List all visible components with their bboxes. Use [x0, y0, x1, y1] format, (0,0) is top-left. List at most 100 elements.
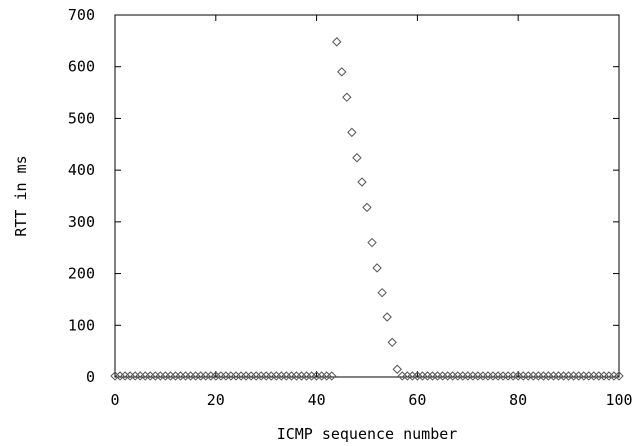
data-point — [568, 371, 579, 381]
x-tick-label: 80 — [509, 391, 527, 409]
y-tick-label: 200 — [68, 265, 95, 283]
data-point — [256, 371, 266, 381]
data-points — [110, 37, 624, 381]
data-point — [422, 371, 433, 381]
data-point — [478, 371, 488, 381]
x-tick-label: 20 — [207, 391, 225, 409]
data-point — [221, 371, 231, 381]
data-point — [150, 371, 161, 381]
data-point — [281, 371, 292, 381]
x-tick-label: 60 — [408, 391, 426, 409]
data-point — [342, 92, 352, 102]
data-point — [458, 371, 468, 381]
data-point — [604, 371, 614, 381]
data-point — [190, 371, 201, 381]
data-point — [286, 371, 297, 381]
data-point — [432, 371, 443, 381]
data-point — [125, 371, 135, 381]
data-point — [130, 371, 140, 381]
data-point — [175, 371, 186, 381]
data-point — [362, 202, 372, 213]
data-point — [508, 371, 518, 381]
data-point — [498, 371, 508, 381]
data-point — [145, 371, 155, 381]
data-point — [437, 371, 448, 381]
data-point — [291, 371, 302, 381]
data-point — [266, 371, 276, 381]
data-point — [180, 371, 191, 381]
y-tick-label: 500 — [68, 109, 95, 127]
data-point — [165, 371, 176, 381]
y-tick-label: 0 — [86, 368, 95, 386]
data-point — [538, 371, 549, 381]
data-point — [599, 371, 609, 381]
data-point — [382, 312, 392, 322]
y-tick-label: 600 — [68, 58, 95, 76]
data-point — [579, 371, 589, 381]
data-point — [135, 371, 145, 381]
data-point — [523, 371, 533, 381]
data-point — [206, 371, 216, 381]
x-axis: 0 20 40 60 80 100 — [110, 15, 633, 409]
x-axis-label: ICMP sequence number — [277, 425, 458, 443]
data-point — [332, 37, 342, 47]
data-point — [518, 371, 528, 381]
data-point — [261, 371, 271, 381]
data-point — [609, 371, 619, 381]
data-point — [447, 371, 458, 381]
data-point — [347, 127, 357, 138]
data-point — [170, 371, 181, 381]
data-point — [392, 364, 402, 374]
data-point — [589, 371, 599, 381]
data-point — [543, 371, 554, 381]
x-tick-label: 0 — [110, 391, 119, 409]
data-point — [231, 371, 241, 381]
data-point — [372, 263, 382, 273]
data-point — [241, 371, 251, 381]
data-point — [367, 237, 377, 248]
y-axis-label: RTT in ms — [12, 155, 30, 236]
data-point — [160, 371, 171, 381]
y-tick-label: 300 — [68, 213, 95, 231]
data-point — [352, 153, 362, 163]
data-point — [468, 371, 478, 381]
data-point — [316, 371, 327, 381]
data-point — [276, 371, 287, 381]
data-point — [594, 371, 604, 381]
y-tick-label: 400 — [68, 161, 95, 179]
data-point — [442, 371, 453, 381]
data-point — [387, 337, 397, 348]
data-point — [463, 371, 473, 381]
data-point — [271, 371, 281, 381]
x-tick-label: 40 — [308, 391, 326, 409]
data-point — [337, 67, 347, 77]
data-point — [321, 371, 332, 381]
data-point — [397, 371, 407, 381]
x-tick-label: 100 — [605, 391, 632, 409]
data-point — [573, 371, 584, 381]
data-point — [357, 177, 367, 187]
data-point — [377, 287, 387, 298]
y-axis: 0 100 200 300 400 500 600 700 — [68, 6, 619, 386]
data-point — [417, 371, 428, 381]
data-point — [563, 371, 574, 381]
data-point — [614, 371, 624, 381]
data-point — [301, 371, 312, 381]
data-point — [473, 371, 483, 381]
data-point — [584, 371, 594, 381]
data-point — [251, 371, 261, 381]
data-point — [236, 371, 246, 381]
y-tick-label: 100 — [68, 316, 95, 334]
data-point — [140, 371, 150, 381]
data-point — [201, 371, 211, 381]
data-point — [185, 371, 196, 381]
data-point — [120, 371, 130, 381]
data-point — [533, 371, 544, 381]
data-point — [327, 371, 337, 381]
data-point — [306, 371, 317, 381]
data-point — [226, 371, 236, 381]
data-point — [195, 371, 206, 381]
data-point — [548, 371, 559, 381]
data-point — [216, 371, 226, 381]
